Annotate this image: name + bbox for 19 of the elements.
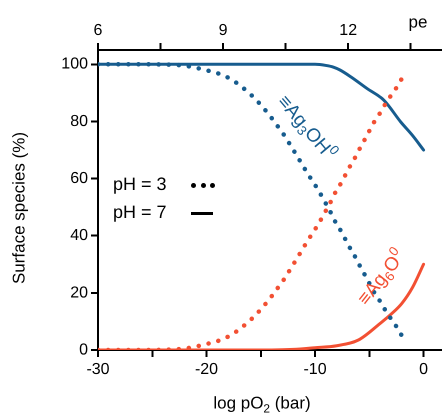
y-tick-label: 80 bbox=[70, 112, 88, 130]
x-tick-label: 0 bbox=[419, 361, 428, 378]
y-tick-label: 0 bbox=[79, 341, 88, 358]
y-tick-label: 60 bbox=[70, 170, 88, 187]
x2-tick-label: 6 bbox=[94, 22, 103, 39]
annotation: ≡Ag3OH0 bbox=[273, 91, 342, 159]
annotation: ≡Ag6O0 bbox=[354, 244, 406, 310]
annotation: pH = 3 bbox=[113, 174, 167, 195]
x-tick-label: -30 bbox=[86, 361, 110, 378]
x2-tick-label: 12 bbox=[339, 22, 358, 39]
annotation: pH = 7 bbox=[113, 202, 167, 223]
x-tick-label: -10 bbox=[303, 361, 327, 378]
y-tick-label: 20 bbox=[70, 284, 88, 302]
y-tick-label: 100 bbox=[61, 56, 88, 73]
y-axis-title: Surface species (%) bbox=[10, 132, 29, 284]
y-tick-label: 40 bbox=[70, 227, 88, 244]
x2-axis-title: pe bbox=[408, 12, 428, 32]
x2-tick-label: 9 bbox=[218, 22, 228, 39]
x-tick-label: -20 bbox=[194, 361, 218, 378]
